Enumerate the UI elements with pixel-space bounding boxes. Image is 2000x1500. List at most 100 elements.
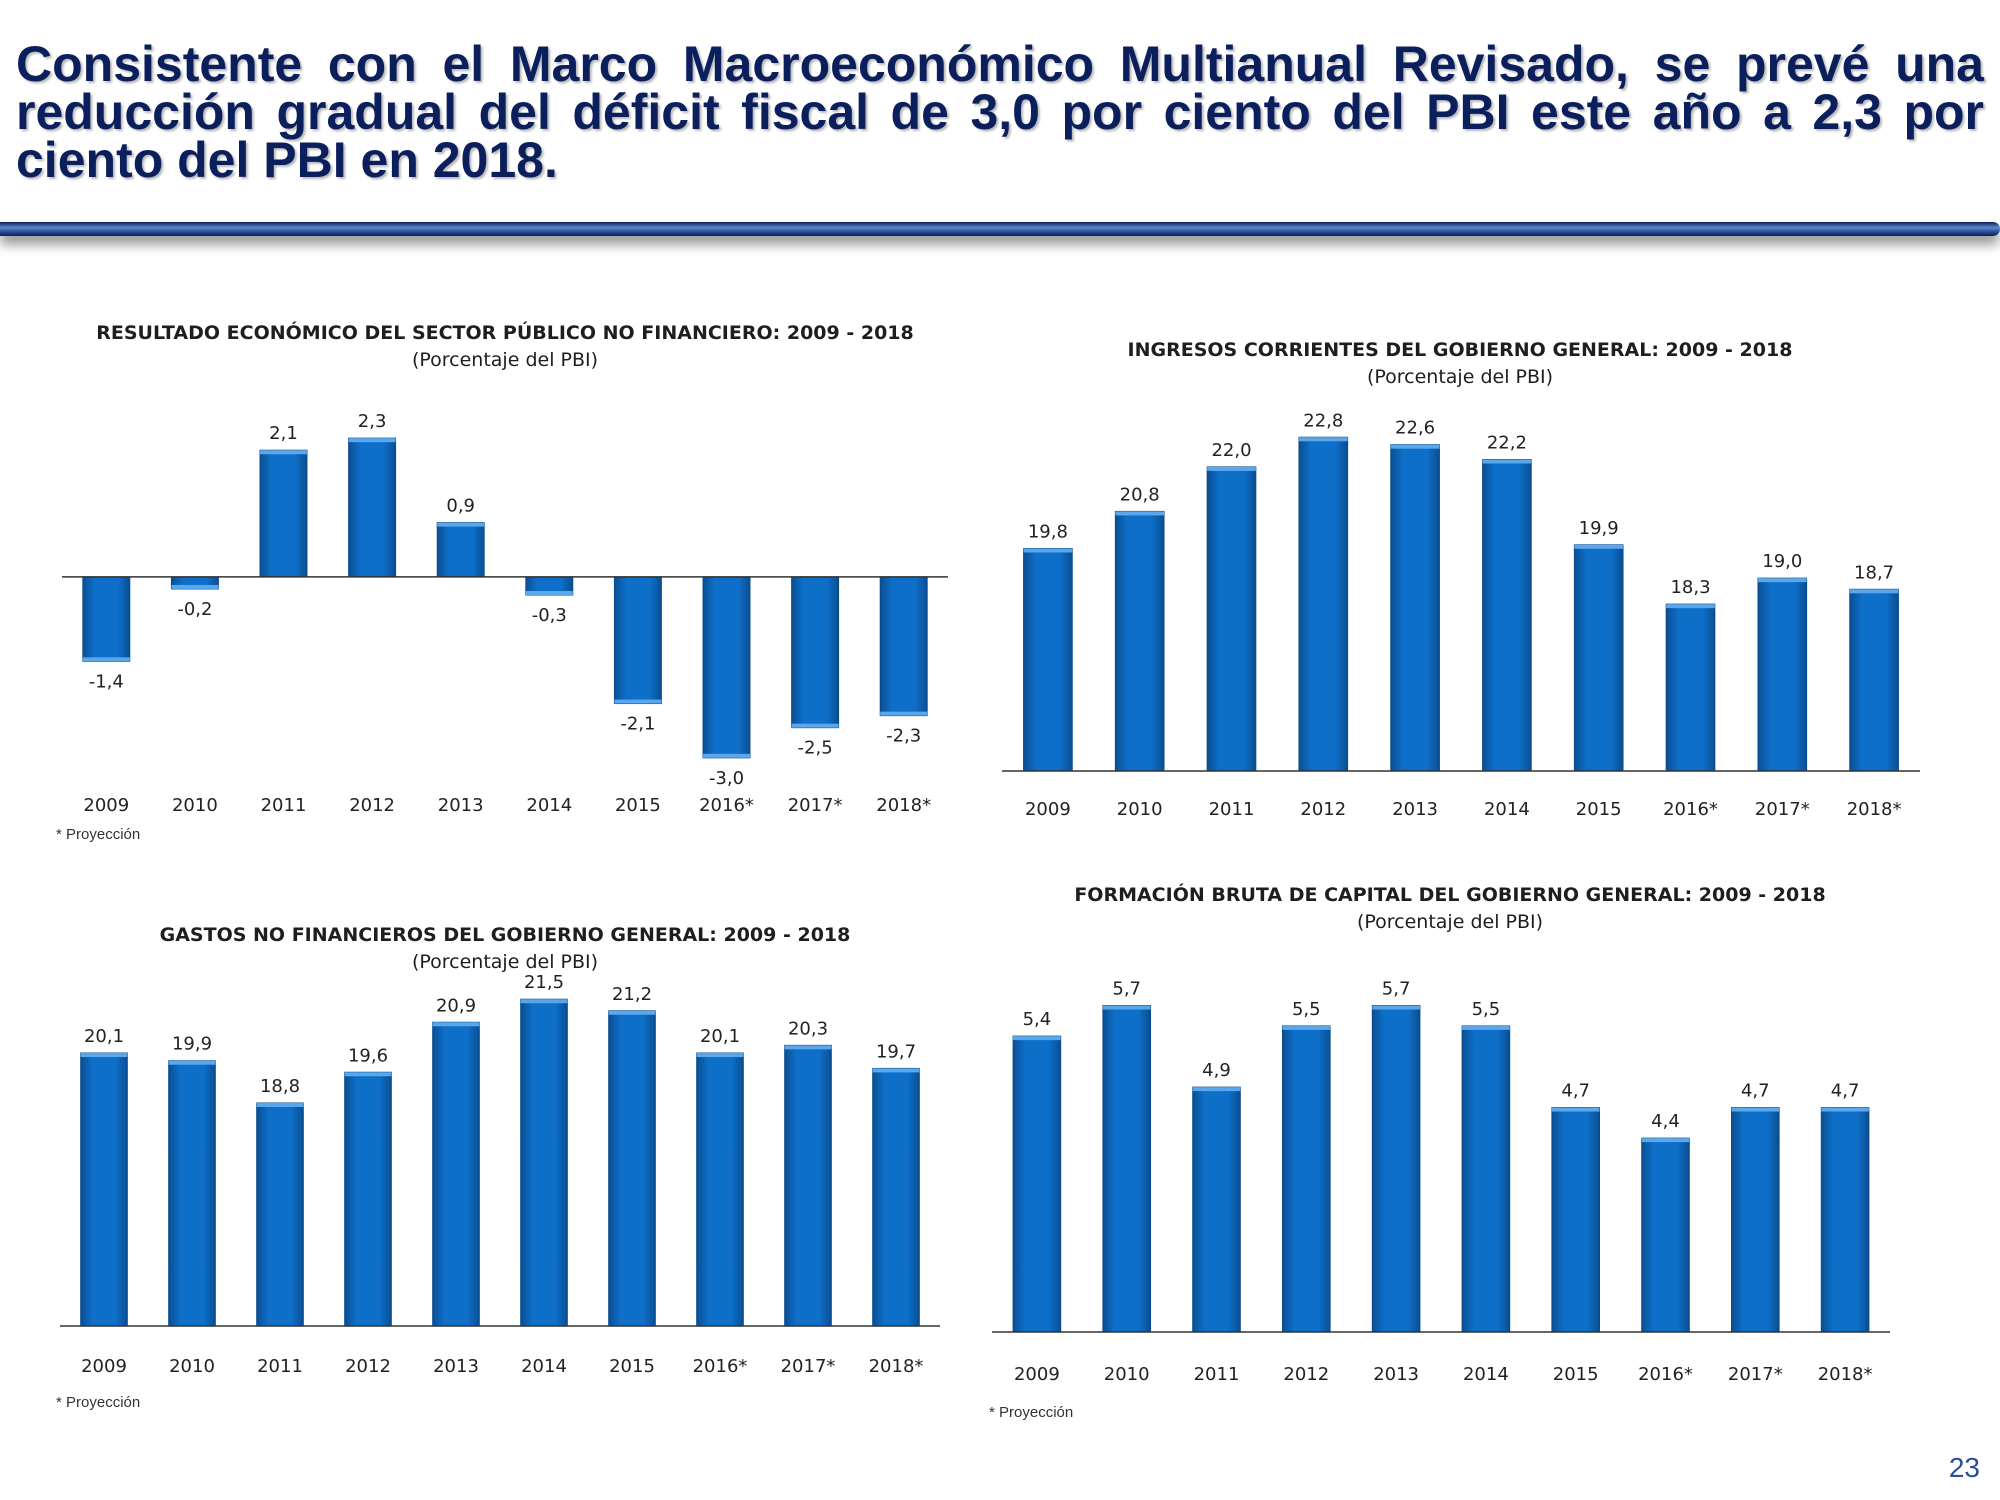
x-tick-label: 2014 [1463, 1364, 1509, 1385]
data-label: 5,7 [1112, 979, 1141, 1000]
bar-2013 [432, 1021, 480, 1327]
bar-2016* [696, 1052, 744, 1327]
chart-footnote: * Proyección [56, 826, 141, 843]
x-tick-label: 2012 [1300, 799, 1346, 820]
bar-highlight [525, 590, 573, 595]
chart-title: GASTOS NO FINANCIEROS DEL GOBIERNO GENER… [159, 924, 851, 946]
bar-2015 [1551, 1107, 1600, 1333]
data-label: 19,8 [1028, 522, 1068, 543]
bar-2009 [80, 1052, 128, 1327]
bar-highlight [520, 999, 568, 1004]
bar-highlight [1641, 1138, 1690, 1143]
data-label: 5,7 [1382, 979, 1411, 1000]
bar-highlight [1849, 589, 1899, 594]
bar-2012 [1282, 1025, 1331, 1333]
data-label: 2,3 [358, 411, 387, 432]
bar-highlight [696, 1053, 744, 1058]
data-label: 19,9 [172, 1034, 212, 1055]
data-label: 21,2 [612, 984, 652, 1005]
x-tick-label: 2009 [81, 1356, 127, 1377]
bar-2009 [1023, 548, 1073, 772]
bar-highlight [1013, 1036, 1061, 1041]
bar-2014 [1482, 459, 1532, 772]
data-label: 20,8 [1120, 484, 1160, 505]
bar-highlight [260, 450, 307, 455]
data-label: -0,2 [177, 599, 212, 620]
x-tick-label: 2015 [1576, 799, 1622, 820]
x-tick-label: 2015 [1553, 1364, 1599, 1385]
bar-highlight [348, 438, 396, 443]
x-tick-label: 2018* [1847, 799, 1902, 820]
data-label: 20,1 [84, 1026, 124, 1047]
bar-highlight [256, 1103, 304, 1108]
x-tick-label: 2012 [345, 1356, 391, 1377]
x-tick-label: 2013 [438, 795, 484, 816]
bar-2013 [436, 522, 485, 578]
data-label: 18,7 [1854, 562, 1894, 583]
bar-highlight [171, 584, 219, 589]
bar-2015 [1573, 544, 1624, 772]
chart-title: RESULTADO ECONÓMICO DEL SECTOR PÚBLICO N… [96, 322, 914, 344]
data-label: 5,5 [1292, 999, 1321, 1020]
bar-highlight [784, 1045, 832, 1050]
data-label: 4,7 [1741, 1081, 1770, 1102]
bar-2013 [1390, 444, 1440, 772]
data-label: 0,9 [446, 496, 475, 517]
x-tick-label: 2015 [609, 1356, 655, 1377]
chart-gastos-no-financieros: GASTOS NO FINANCIEROS DEL GOBIERNO GENER… [40, 920, 970, 1420]
bar-2018* [1820, 1107, 1870, 1333]
x-tick-label: 2017* [781, 1356, 836, 1377]
x-tick-label: 2011 [257, 1356, 303, 1377]
chart-subtitle: (Porcentaje del PBI) [1366, 366, 1554, 388]
data-label: 4,7 [1831, 1081, 1860, 1102]
bar-highlight [1390, 444, 1440, 449]
header-rule [0, 222, 2000, 236]
x-tick-label: 2012 [349, 795, 395, 816]
bar-highlight [437, 522, 485, 527]
data-label: 22,6 [1395, 418, 1435, 439]
bar-highlight [1757, 578, 1807, 583]
bar-2009 [82, 576, 131, 662]
bar-2012 [1298, 436, 1349, 772]
data-label: 21,5 [524, 972, 564, 993]
chart-plot: 5,4 2009 5,7 2010 4,9 2011 5,5 2012 5,7 2013 5,5 20… [992, 979, 1890, 1385]
x-tick-label: 2017* [788, 795, 843, 816]
bar-highlight [432, 1022, 480, 1027]
bar-2013 [1371, 1005, 1421, 1333]
x-tick-label: 2014 [521, 1356, 567, 1377]
page-number: 23 [1948, 1452, 1980, 1483]
data-label: 20,3 [788, 1018, 828, 1039]
bar-2012 [344, 1071, 392, 1327]
bar-highlight [1192, 1087, 1241, 1092]
bar-highlight [1282, 1025, 1331, 1030]
x-tick-label: 2014 [526, 795, 572, 816]
bar-highlight [1821, 1107, 1869, 1112]
bar-2017* [784, 1044, 832, 1327]
x-tick-label: 2016* [1638, 1364, 1693, 1385]
data-label: 20,1 [700, 1026, 740, 1047]
bar-2010 [1102, 1005, 1151, 1333]
x-tick-label: 2010 [172, 795, 218, 816]
x-tick-label: 2017* [1755, 799, 1810, 820]
x-tick-label: 2018* [869, 1356, 924, 1377]
chart-title: INGRESOS CORRIENTES DEL GOBIERNO GENERAL… [1127, 339, 1793, 361]
x-tick-label: 2013 [1392, 799, 1438, 820]
bar-2014 [520, 998, 568, 1327]
data-label: 18,3 [1670, 577, 1710, 598]
bar-highlight [1574, 544, 1624, 549]
data-label: -2,3 [886, 726, 921, 747]
bar-highlight [1023, 548, 1073, 553]
x-tick-label: 2016* [693, 1356, 748, 1377]
x-tick-label: 2009 [83, 795, 129, 816]
x-tick-label: 2010 [1104, 1364, 1150, 1385]
bar-2016* [702, 576, 751, 759]
bar-2016* [1641, 1137, 1690, 1333]
x-tick-label: 2017* [1728, 1364, 1783, 1385]
data-label: 5,4 [1023, 1009, 1052, 1030]
bar-highlight [1551, 1107, 1600, 1112]
x-tick-label: 2009 [1014, 1364, 1060, 1385]
bar-highlight [703, 753, 750, 758]
chart-title: FORMACIÓN BRUTA DE CAPITAL DEL GOBIERNO … [1074, 884, 1826, 906]
bar-2017* [1731, 1107, 1780, 1333]
data-label: 2,1 [269, 423, 298, 444]
